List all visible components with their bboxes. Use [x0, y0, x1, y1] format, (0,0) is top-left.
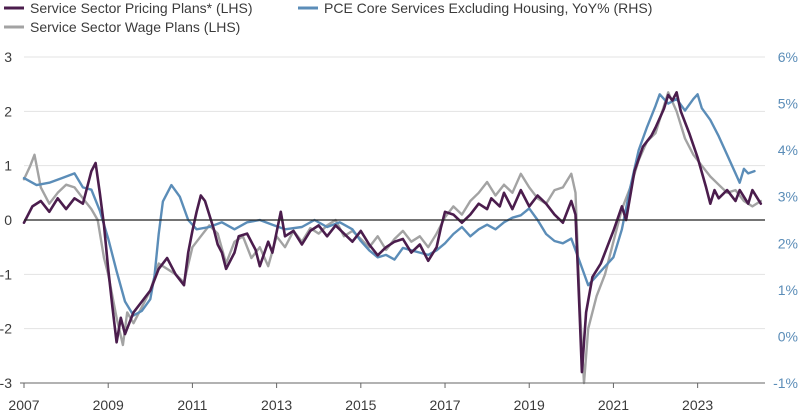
x-tick-label: 2023 [682, 397, 713, 413]
y-left-tick-label: 3 [4, 49, 12, 65]
y-right-tick-label: 3% [778, 189, 798, 205]
legend-label-pce-core-services: PCE Core Services Excluding Housing, YoY… [324, 0, 652, 16]
x-tick-label: 2009 [93, 397, 124, 413]
y-left-tick-label: -1 [0, 266, 12, 282]
legend: Service Sector Pricing Plans* (LHS) PCE … [4, 0, 652, 35]
legend-label-wage-plans: Service Sector Wage Plans (LHS) [30, 19, 240, 35]
y-left-tick-label: 2 [4, 103, 12, 119]
x-tick-label: 2015 [345, 397, 376, 413]
series-layer [22, 91, 765, 385]
y-left-tick-label: 1 [4, 158, 12, 174]
x-tick-label: 2021 [598, 397, 629, 413]
y-right-tick-label: 6% [778, 49, 798, 65]
x-tick-label: 2007 [8, 397, 39, 413]
x-axis: 2007 2009 2011 2013 2015 2017 2019 2021 2023 [8, 382, 765, 413]
y-right-tick-label: 5% [778, 96, 798, 112]
y-left-tick-label: -2 [0, 321, 12, 337]
y-right-tick-label: 2% [778, 235, 798, 251]
y-left-tick-label: -3 [0, 375, 12, 391]
series-line-service-sector-pricing-plans-lhs [22, 91, 763, 374]
x-tick-label: 2011 [177, 397, 207, 413]
left-axis: 3 2 1 0 -1 -2 -3 [0, 49, 12, 391]
y-right-tick-label: -1% [773, 375, 798, 391]
y-right-tick-label: 1% [778, 282, 798, 298]
right-axis: 6% 5% 4% 3% 2% 1% 0% -1% [773, 49, 798, 391]
y-right-tick-label: 0% [778, 328, 798, 344]
legend-label-pricing-plans: Service Sector Pricing Plans* (LHS) [30, 0, 253, 16]
x-tick-label: 2017 [429, 397, 460, 413]
y-right-tick-label: 4% [778, 142, 798, 158]
x-tick-label: 2019 [514, 397, 545, 413]
series-line-pce-core-services-excluding-housing-yoy-rhs [22, 93, 756, 317]
y-left-tick-label: 0 [4, 212, 12, 228]
x-tick-label: 2013 [261, 397, 292, 413]
